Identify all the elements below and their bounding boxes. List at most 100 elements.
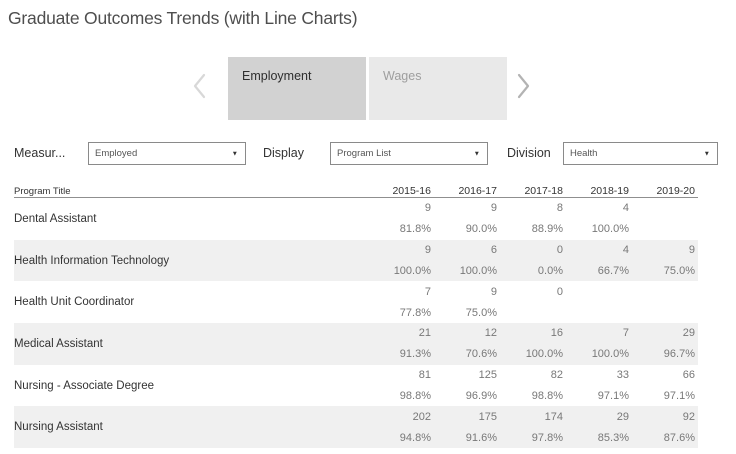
year-value-cell[interactable]: 9 81.8% [365,198,431,240]
percent-value[interactable]: 98.8% [399,390,431,403]
count-value[interactable] [629,281,695,302]
count-value[interactable]: 9 [424,202,431,215]
count-value[interactable]: 0 [556,285,563,298]
percent-value[interactable]: 77.8% [399,306,431,319]
percent-value[interactable]: 96.9% [465,390,497,403]
percent-value[interactable]: 97.1% [663,390,695,403]
percent-value[interactable]: 85.3% [597,431,629,444]
count-value[interactable]: 9 [490,202,497,215]
count-value[interactable]: 4 [622,244,629,257]
year-value-cell[interactable]: 9 75.0% [431,281,497,323]
year-value-cell[interactable]: 66 97.1% [629,365,695,407]
division-dropdown[interactable]: Health ▼ [563,142,718,165]
year-value-cell[interactable]: 125 96.9% [431,365,497,407]
count-value[interactable]: 9 [688,244,695,257]
year-value-cell[interactable]: 9 90.0% [431,198,497,240]
count-value[interactable]: 6 [490,244,497,257]
count-value[interactable]: 92 [682,410,695,423]
count-value[interactable] [563,281,629,302]
year-value-cell[interactable]: 21 91.3% [365,323,431,365]
percent-value[interactable]: 81.8% [399,223,431,236]
count-value[interactable]: 8 [556,202,563,215]
year-value-cell[interactable]: 7 100.0% [563,323,629,365]
year-value-cell[interactable]: 4 100.0% [563,198,629,240]
percent-value[interactable]: 100.0% [525,348,563,361]
next-story-point-button[interactable] [510,57,536,120]
year-value-cell[interactable]: 7 77.8% [365,281,431,323]
percent-value[interactable]: 91.3% [399,348,431,361]
count-value[interactable]: 16 [550,327,563,340]
year-value-cell[interactable] [563,281,629,323]
count-value[interactable]: 174 [544,410,563,423]
count-value[interactable]: 125 [478,369,497,382]
year-value-cell[interactable]: 9 100.0% [365,240,431,282]
percent-value[interactable]: 100.0% [591,348,629,361]
program-title-column-header[interactable]: Program Title [14,186,71,197]
year-value-cell[interactable]: 0 [497,281,563,323]
year-value-cell[interactable]: 202 94.8% [365,406,431,448]
percent-value[interactable]: 100.0% [393,264,431,277]
prev-story-point-button[interactable] [186,57,212,120]
year-value-cell[interactable]: 12 70.6% [431,323,497,365]
year-value-cell[interactable]: 174 97.8% [497,406,563,448]
count-value[interactable]: 0 [556,244,563,257]
year-value-cell[interactable]: 175 91.6% [431,406,497,448]
program-title-cell[interactable]: Nursing - Associate Degree [14,379,154,392]
year-value-cell[interactable]: 33 97.1% [563,365,629,407]
percent-value[interactable]: 97.8% [531,431,563,444]
count-value[interactable]: 82 [550,369,563,382]
count-value[interactable]: 4 [622,202,629,215]
percent-value[interactable]: 75.0% [663,264,695,277]
year-column-header[interactable]: 2015-16 [392,185,431,197]
percent-value[interactable] [497,302,563,323]
count-value[interactable]: 9 [424,244,431,257]
year-value-cell[interactable] [629,281,695,323]
percent-value[interactable]: 87.6% [663,431,695,444]
count-value[interactable]: 33 [616,369,629,382]
display-dropdown[interactable]: Program List ▼ [330,142,488,165]
year-value-cell[interactable]: 16 100.0% [497,323,563,365]
program-title-cell[interactable]: Medical Assistant [14,337,103,350]
count-value[interactable]: 81 [418,369,431,382]
percent-value[interactable]: 100.0% [591,223,629,236]
program-title-cell[interactable]: Nursing Assistant [14,421,103,434]
percent-value[interactable] [629,302,695,323]
percent-value[interactable] [629,219,695,240]
percent-value[interactable]: 88.9% [531,223,563,236]
percent-value[interactable]: 97.1% [597,390,629,403]
year-value-cell[interactable]: 29 96.7% [629,323,695,365]
tab-employment[interactable]: Employment [228,57,366,120]
measure-dropdown[interactable]: Employed ▼ [88,142,246,165]
count-value[interactable]: 202 [412,410,431,423]
percent-value[interactable]: 75.0% [465,306,497,319]
year-value-cell[interactable]: 8 88.9% [497,198,563,240]
year-value-cell[interactable]: 82 98.8% [497,365,563,407]
count-value[interactable]: 21 [418,327,431,340]
count-value[interactable]: 29 [616,410,629,423]
percent-value[interactable]: 70.6% [465,348,497,361]
year-column-header[interactable]: 2018-19 [590,185,629,197]
count-value[interactable]: 66 [682,369,695,382]
year-value-cell[interactable]: 0 0.0% [497,240,563,282]
count-value[interactable]: 7 [424,285,431,298]
year-value-cell[interactable]: 29 85.3% [563,406,629,448]
program-title-cell[interactable]: Health Unit Coordinator [14,296,135,309]
program-title-cell[interactable]: Dental Assistant [14,212,97,225]
percent-value[interactable]: 96.7% [663,348,695,361]
year-value-cell[interactable]: 6 100.0% [431,240,497,282]
year-column-header[interactable]: 2017-18 [524,185,563,197]
tab-wages[interactable]: Wages [369,57,507,120]
year-column-header[interactable]: 2019-20 [656,185,695,197]
percent-value[interactable]: 94.8% [399,431,431,444]
percent-value[interactable] [563,302,629,323]
count-value[interactable]: 12 [484,327,497,340]
count-value[interactable]: 175 [478,410,497,423]
percent-value[interactable]: 0.0% [537,264,563,277]
year-column-header[interactable]: 2016-17 [458,185,497,197]
count-value[interactable]: 29 [682,327,695,340]
percent-value[interactable]: 66.7% [597,264,629,277]
year-value-cell[interactable]: 81 98.8% [365,365,431,407]
count-value[interactable] [629,198,695,219]
program-title-cell[interactable]: Health Information Technology [14,254,170,267]
count-value[interactable]: 7 [622,327,629,340]
